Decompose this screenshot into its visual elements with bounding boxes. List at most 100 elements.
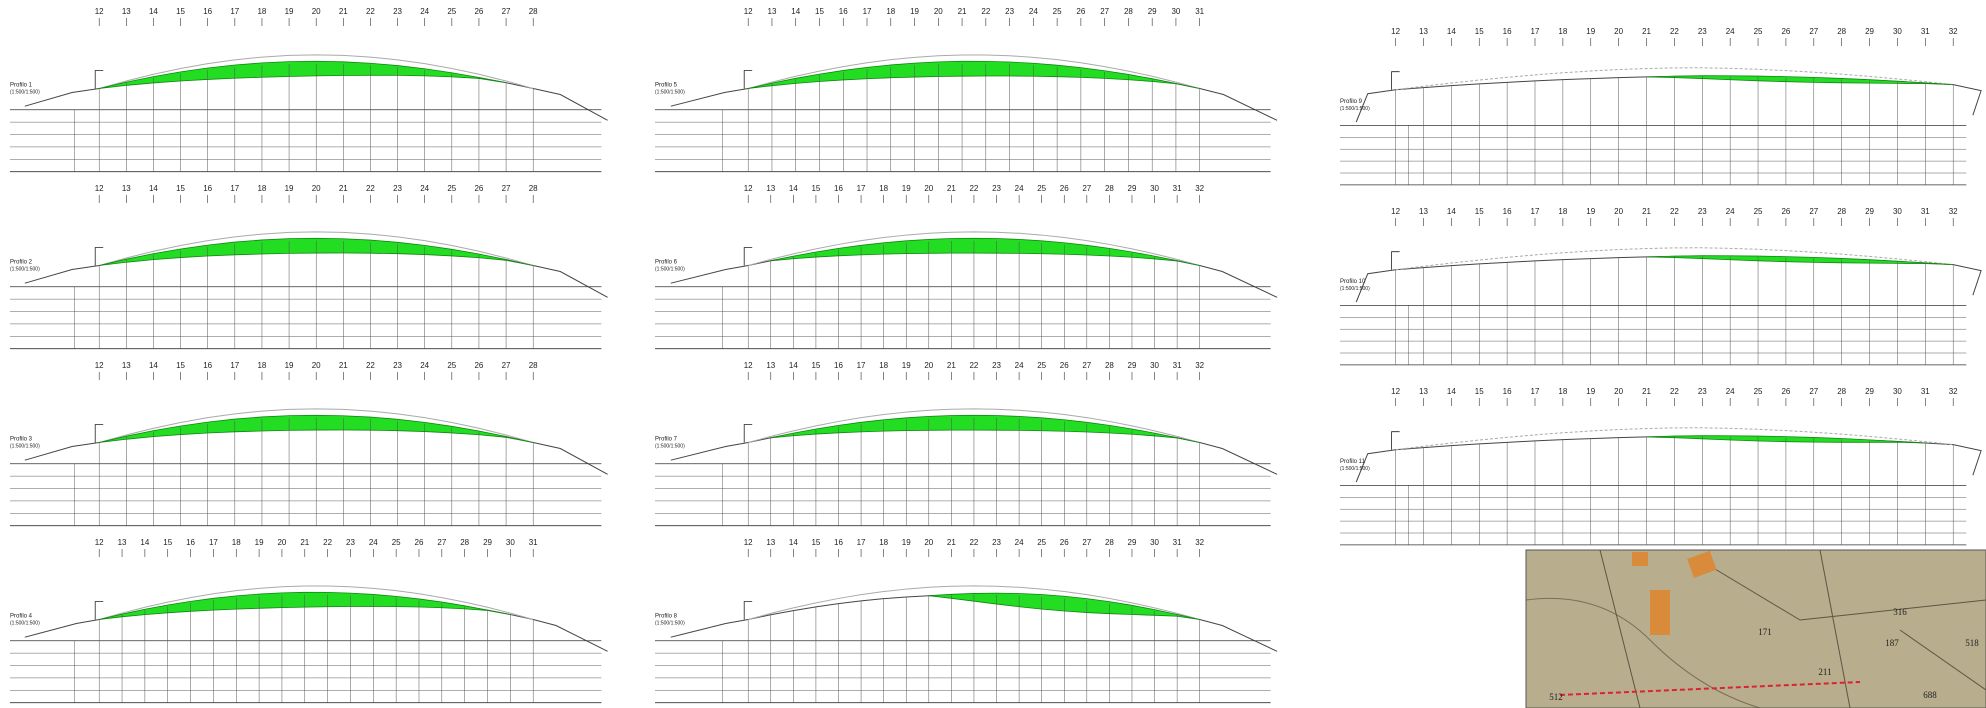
start-marker (1392, 72, 1400, 90)
station-label: 21 (339, 361, 348, 370)
station-label: 15 (811, 361, 820, 370)
station-label: 18 (879, 184, 888, 193)
profile: Profilo 8(1:500/1:500)121314151617181920… (655, 538, 1277, 703)
station-label: 12 (1391, 27, 1400, 36)
station-label: 14 (789, 538, 798, 547)
station-label: 18 (879, 538, 888, 547)
station-label: 26 (1781, 207, 1790, 216)
station-label: 19 (1586, 27, 1595, 36)
station-label: 25 (1037, 361, 1046, 370)
station-label: 23 (992, 184, 1001, 193)
station-label: 29 (1128, 184, 1137, 193)
station-label: 32 (1949, 27, 1958, 36)
station-label: 24 (1015, 184, 1024, 193)
station-label: 28 (1837, 387, 1846, 396)
station-label: 23 (1698, 387, 1707, 396)
station-label: 15 (811, 538, 820, 547)
station-label: 26 (415, 538, 424, 547)
station-label: 16 (203, 361, 212, 370)
station-label: 23 (393, 7, 402, 16)
start-marker (95, 425, 103, 443)
station-label: 30 (1893, 27, 1902, 36)
station-label: 26 (474, 7, 483, 16)
station-label: 18 (1558, 207, 1567, 216)
station-label: 24 (1726, 207, 1735, 216)
station-label: 29 (1865, 27, 1874, 36)
profile-title: Profilo 6 (655, 260, 678, 266)
station-label: 30 (506, 538, 515, 547)
station-label: 22 (969, 361, 978, 370)
station-label: 24 (369, 538, 378, 547)
station-label: 17 (857, 184, 866, 193)
station-label: 18 (257, 184, 266, 193)
station-label: 28 (1105, 184, 1114, 193)
station-label: 32 (1195, 361, 1204, 370)
start-marker (95, 71, 103, 89)
station-label: 29 (1865, 387, 1874, 396)
start-marker (1392, 432, 1400, 450)
station-label: 22 (323, 538, 332, 547)
station-label: 28 (1105, 361, 1114, 370)
profile-scale: (1:500/1:500) (10, 89, 40, 95)
station-label: 31 (1195, 7, 1204, 16)
station-label: 30 (1150, 538, 1159, 547)
station-label: 32 (1949, 387, 1958, 396)
ground-line (1356, 436, 1981, 482)
station-label: 21 (1642, 207, 1651, 216)
drawing-sheet: 171316187518211512688 Profilo 1(1:500/1:… (0, 0, 1986, 708)
station-label: 17 (230, 7, 239, 16)
station-label: 22 (366, 361, 375, 370)
station-label: 24 (1726, 27, 1735, 36)
station-label: 17 (209, 538, 218, 547)
station-label: 22 (1670, 387, 1679, 396)
station-label: 22 (366, 7, 375, 16)
station-label: 24 (420, 7, 429, 16)
profile-title: Profilo 4 (10, 614, 33, 620)
map-parcel-label: 512 (1549, 692, 1563, 702)
station-label: 12 (95, 184, 104, 193)
station-label: 23 (1005, 7, 1014, 16)
station-label: 26 (474, 361, 483, 370)
station-label: 26 (1060, 538, 1069, 547)
station-label: 31 (1921, 27, 1930, 36)
station-label: 25 (447, 184, 456, 193)
station-label: 25 (1754, 207, 1763, 216)
station-label: 25 (1754, 27, 1763, 36)
station-label: 17 (857, 538, 866, 547)
map-parcel-label: 171 (1758, 627, 1772, 637)
start-marker (95, 248, 103, 266)
station-label: 27 (1100, 7, 1109, 16)
station-label: 31 (1173, 538, 1182, 547)
fill-area (771, 415, 1200, 442)
map-parcel-label: 211 (1818, 667, 1831, 677)
station-label: 12 (744, 184, 753, 193)
station-label: 17 (1531, 27, 1540, 36)
station-label: 13 (122, 184, 131, 193)
station-label: 29 (1128, 538, 1137, 547)
station-label: 17 (230, 184, 239, 193)
station-label: 20 (312, 184, 321, 193)
station-label: 13 (118, 538, 127, 547)
profile-scale: (1:500/1:500) (10, 443, 40, 449)
station-label: 29 (1865, 207, 1874, 216)
station-label: 19 (1586, 207, 1595, 216)
profile-title: Profilo 5 (655, 83, 678, 89)
station-label: 15 (176, 184, 185, 193)
station-label: 28 (1837, 27, 1846, 36)
station-label: 13 (122, 7, 131, 16)
station-label: 30 (1150, 361, 1159, 370)
station-label: 27 (1809, 387, 1818, 396)
station-label: 27 (1082, 184, 1091, 193)
station-label: 13 (766, 361, 775, 370)
station-label: 22 (969, 538, 978, 547)
station-label: 12 (95, 7, 104, 16)
station-label: 21 (1642, 387, 1651, 396)
station-label: 15 (176, 7, 185, 16)
map-inset: 171316187518211512688 (1526, 550, 1986, 708)
station-label: 26 (1076, 7, 1085, 16)
profile-title: Profilo 1 (10, 83, 33, 89)
station-label: 18 (879, 361, 888, 370)
station-label: 19 (902, 538, 911, 547)
